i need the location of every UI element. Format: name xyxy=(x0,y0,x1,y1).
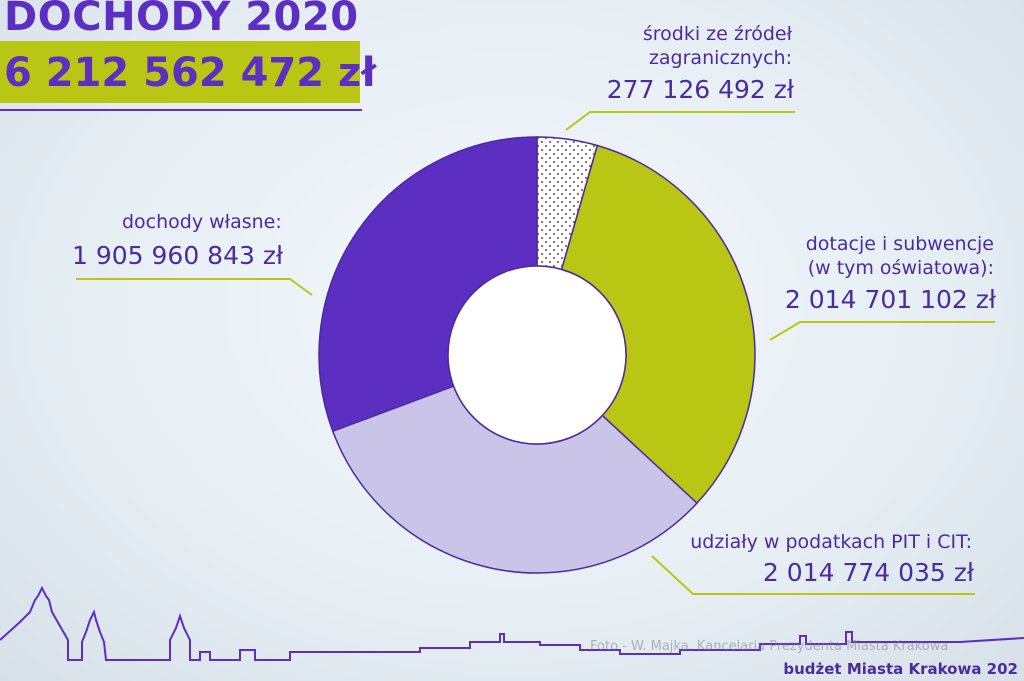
leader-line-wlasne xyxy=(76,278,313,296)
label-dotacje-line2: (w tym oświatowa): xyxy=(807,257,994,279)
leader-line-zagraniczne xyxy=(565,111,795,131)
total-amount: 6 212 562 472 zł xyxy=(4,50,377,96)
page-title: DOCHODY 2020 xyxy=(4,0,359,40)
value-wlasne: 1 905 960 843 zł xyxy=(72,241,284,270)
label-dotacje-line1: dotacje i subwencje xyxy=(805,233,994,255)
value-udzialy: 2 014 774 035 zł xyxy=(762,558,974,587)
label-udzialy: udziały w podatkach PIT i CIT: xyxy=(690,531,972,553)
title-underline xyxy=(0,109,362,111)
donut-hole xyxy=(447,265,627,445)
leader-line-dotacje xyxy=(769,321,995,341)
city-skyline xyxy=(0,585,1024,661)
leader-line-udzialy xyxy=(651,555,975,595)
photo-credit: Foto - W. Majka, Kancelaria Prezydenta M… xyxy=(590,639,949,654)
label-wlasne: dochody własne: xyxy=(122,211,282,233)
value-dotacje: 2 014 701 102 zł xyxy=(784,285,996,314)
label-zagraniczne-line1: środki ze źródeł xyxy=(642,23,792,45)
label-zagraniczne-line2: zagranicznych: xyxy=(648,47,792,69)
value-zagraniczne: 277 126 492 zł xyxy=(606,75,794,104)
total-highlight xyxy=(0,41,360,103)
footer-text: budżet Miasta Krakowa 202 xyxy=(783,660,1018,678)
